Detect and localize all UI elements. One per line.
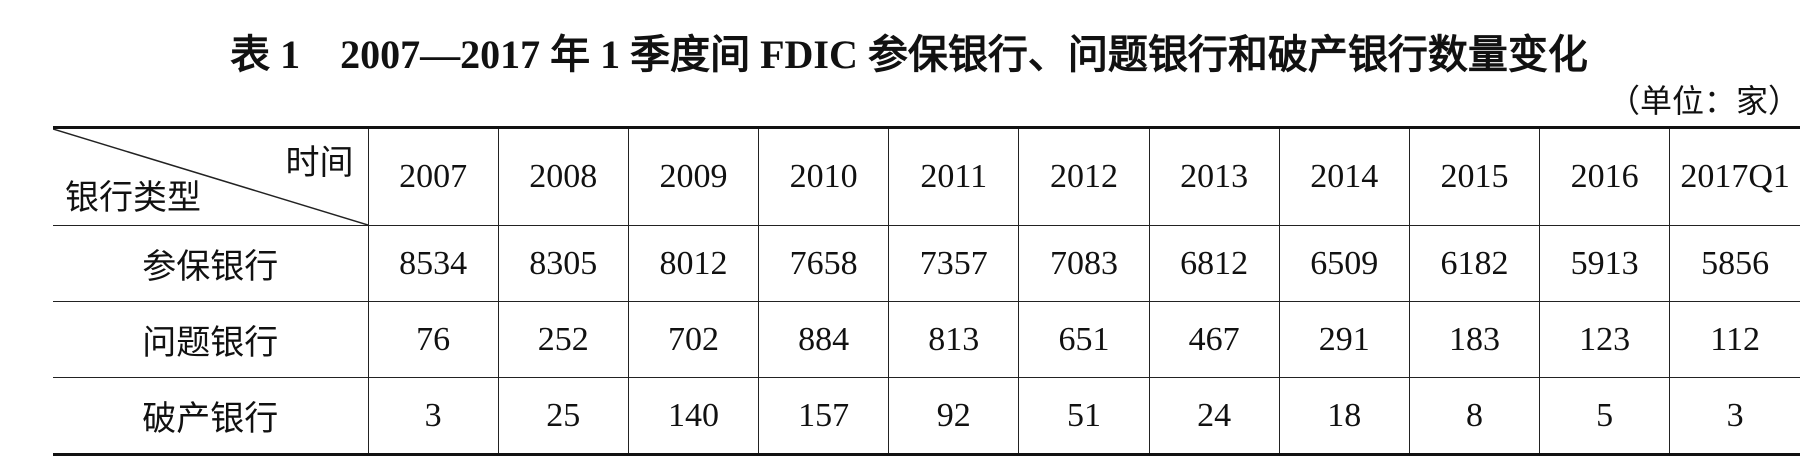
diagonal (53, 129, 368, 225)
cell: 252 (497, 301, 629, 378)
data-row: 问题银行 76 252 702 884 813 651 467 291 183 123 112 (53, 301, 1800, 378)
column-label: 2011 (888, 126, 1019, 226)
cell: 467 (1148, 301, 1280, 378)
cell: 813 (888, 301, 1019, 378)
cell: 3 (1669, 377, 1800, 456)
title-text: 2007—2017 年 1 季度间 FDIC 参保银行、问题银行和破产银行数量变… (340, 32, 1588, 77)
table-number: 表 1 (230, 32, 301, 77)
table-title: 表 1 2007—2017 年 1 季度间 FDIC 参保银行、问题银行和破产银行… (0, 22, 1818, 80)
cell: 5913 (1539, 225, 1670, 302)
row-label: 参保银行 (53, 225, 369, 302)
cell: 140 (627, 377, 759, 456)
column-label: 2015 (1408, 126, 1540, 226)
header-row: 时间 银行类型 2007 2008 2009 2010 2011 2012 2013 2014… (53, 126, 1800, 226)
cell: 291 (1278, 301, 1410, 378)
column-label: 2016 (1539, 126, 1670, 226)
row-header: 银行类型 (65, 180, 201, 217)
cell: 5 (1539, 377, 1670, 456)
column-label: 2007 (367, 126, 499, 226)
cell: 7658 (758, 225, 889, 302)
cell: 183 (1408, 301, 1540, 378)
cell: 651 (1018, 301, 1150, 378)
unit-note: （单位：家） (1607, 83, 1800, 119)
data-row: 参保银行 8534 8305 8012 7658 7357 7083 6812 6509 6182… (53, 225, 1800, 302)
cell: 6812 (1148, 225, 1280, 302)
cell: 112 (1669, 301, 1800, 378)
column-label: 2013 (1148, 126, 1280, 226)
cell: 123 (1539, 301, 1670, 378)
cell: 6509 (1278, 225, 1410, 302)
cell: 7083 (1018, 225, 1150, 302)
row-label: 破产银行 (53, 377, 369, 456)
cell: 702 (627, 301, 759, 378)
cell: 8305 (497, 225, 629, 302)
cell: 5856 (1669, 225, 1800, 302)
cell: 92 (888, 377, 1019, 456)
data-row: 破产银行 3 25 140 157 92 51 24 18 8 5 3 (53, 377, 1800, 456)
cell: 76 (367, 301, 499, 378)
column-header: 时间 (285, 145, 354, 182)
cell: 25 (497, 377, 629, 456)
cell: 3 (367, 377, 499, 456)
cell: 884 (758, 301, 889, 378)
column-label: 2012 (1018, 126, 1150, 226)
column-label: 2010 (758, 126, 889, 226)
cell: 18 (1278, 377, 1410, 456)
cell: 6182 (1408, 225, 1540, 302)
cell: 24 (1148, 377, 1280, 456)
row-label: 问题银行 (53, 301, 369, 378)
cell: 8012 (627, 225, 759, 302)
corner-cell: 时间 银行类型 (53, 126, 369, 226)
column-label: 2017Q1 (1669, 126, 1800, 226)
data-table: 时间 银行类型 2007 2008 2009 2010 2011 2012 2013 2014… (53, 126, 1800, 456)
cell: 51 (1018, 377, 1150, 456)
cell: 8534 (367, 225, 499, 302)
column-label: 2009 (627, 126, 759, 226)
cell: 157 (758, 377, 889, 456)
column-label: 2008 (497, 126, 629, 226)
cell: 7357 (888, 225, 1019, 302)
cell: 8 (1408, 377, 1540, 456)
column-label: 2014 (1278, 126, 1410, 226)
